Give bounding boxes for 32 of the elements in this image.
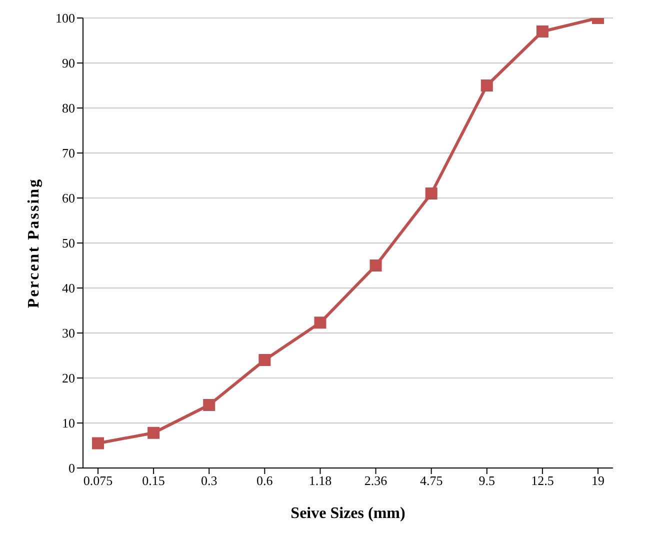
- y-tick-label: 60: [62, 190, 75, 206]
- x-tick-label: 0.3: [200, 473, 218, 488]
- point: [536, 26, 548, 38]
- y-tick-label: 20: [62, 370, 75, 386]
- y-tick-label: 100: [56, 10, 75, 26]
- x-tick-label: 19: [592, 473, 604, 488]
- x-tick-label: 0.6: [256, 473, 274, 488]
- x-tick-label: 0.075: [83, 473, 113, 488]
- point: [148, 426, 160, 439]
- y-tick-label: 40: [62, 280, 75, 296]
- x-tick-label: 2.36: [364, 473, 388, 488]
- x-axis-title: Seive Sizes (mm): [290, 505, 406, 522]
- x-tick-label: 0.15: [142, 473, 165, 488]
- y-tick-label: 70: [62, 146, 75, 161]
- y-tick-label: 50: [62, 236, 75, 251]
- point: [92, 437, 104, 450]
- x-tick-label: 4.75: [420, 473, 443, 488]
- point: [480, 80, 493, 92]
- x-tick-label: 12.5: [531, 473, 554, 488]
- x-tick-label: 9.5: [478, 473, 496, 488]
- point: [425, 188, 438, 200]
- x-tick-label: 1.18: [308, 473, 332, 488]
- point: [370, 260, 382, 272]
- point: [258, 354, 271, 366]
- y-tick-label: 80: [62, 100, 75, 116]
- y-axis-title: Percent Passing: [26, 178, 43, 308]
- y-tick-label: 90: [62, 56, 75, 71]
- y-tick-label: 30: [62, 326, 75, 341]
- point: [203, 399, 216, 411]
- y-tick-label: 0: [68, 460, 75, 476]
- point: [314, 316, 326, 329]
- y-tick-label: 10: [62, 416, 75, 431]
